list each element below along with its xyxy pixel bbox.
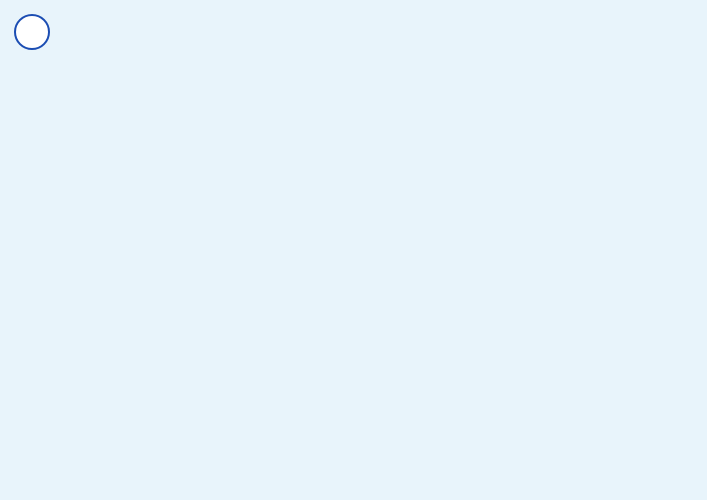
flowchart-canvas [0,0,707,500]
